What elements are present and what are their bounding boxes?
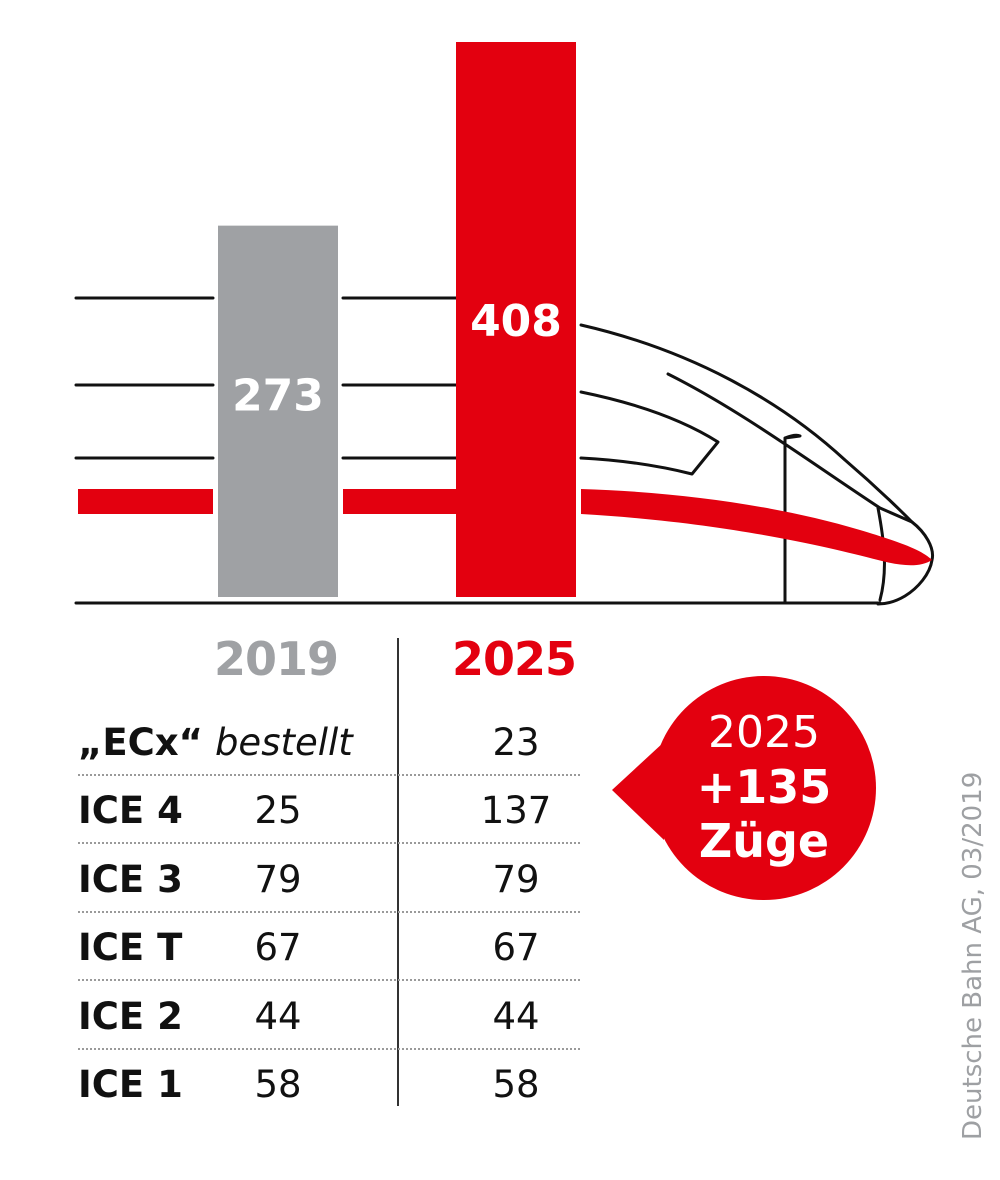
table-row: ICE 1 58 58 [78, 1048, 580, 1116]
row-label-note: bestellt [214, 721, 353, 764]
callout-delta: +135 [696, 760, 832, 814]
cell-2019: 25 [254, 789, 302, 832]
callout-year: 2025 [708, 707, 820, 758]
bars-group: 273 408 [218, 42, 576, 597]
column-divider [397, 638, 399, 1106]
cell-2025: 23 [492, 721, 540, 764]
cell-2025: 58 [492, 1063, 540, 1106]
row-label-name: „ECx“ [78, 721, 203, 764]
cell-2019: 67 [254, 926, 302, 969]
bar-value-label-2025: 408 [470, 296, 562, 347]
cell-2019: 44 [254, 995, 302, 1038]
row-label: ICE 3 [78, 858, 183, 901]
callout-unit: Züge [698, 814, 830, 868]
cell-2025: 44 [492, 995, 540, 1038]
table-row: ICE 4 25 137 [78, 774, 580, 844]
bar-2019 [218, 225, 338, 597]
cell-2019: 79 [254, 858, 302, 901]
row-label: „ECx“ bestellt [78, 721, 353, 764]
cell-2025: 79 [492, 858, 540, 901]
cell-2019: 58 [254, 1063, 302, 1106]
year-header-2019: 2019 [214, 632, 339, 686]
table-row: ICE 3 79 79 [78, 843, 580, 913]
train-silhouette-icon [74, 296, 935, 606]
cell-2025: 137 [480, 789, 552, 832]
table-row: „ECx“ bestellt 23 [78, 706, 580, 776]
source-credit: Deutsche Bahn AG, 03/2019 [958, 771, 988, 1140]
row-label: ICE 4 [78, 789, 183, 832]
row-label: ICE 2 [78, 995, 183, 1038]
red-stripe [78, 489, 932, 566]
bar-2025 [456, 42, 576, 597]
cell-2025: 67 [492, 926, 540, 969]
callout-text: 2025 +135 Züge [664, 706, 864, 868]
row-label: ICE T [78, 926, 183, 969]
table-row: ICE T 67 67 [78, 911, 580, 981]
bar-value-label-2019: 273 [232, 371, 324, 422]
chart-area: 273 408 [74, 42, 935, 606]
year-header-2025: 2025 [452, 632, 577, 686]
row-label: ICE 1 [78, 1063, 183, 1106]
table-row: ICE 2 44 44 [78, 980, 580, 1050]
